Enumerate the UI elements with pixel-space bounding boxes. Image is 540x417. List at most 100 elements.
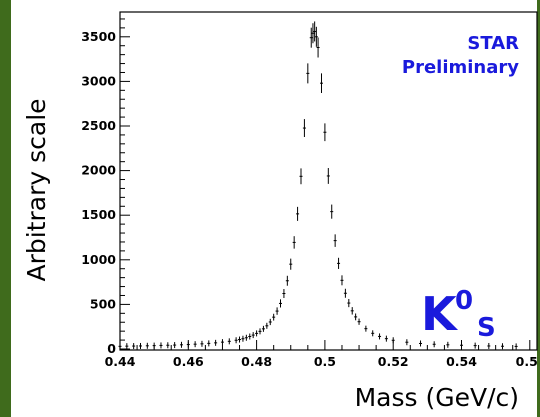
data-point bbox=[314, 26, 318, 47]
y-tick-label: 3500 bbox=[81, 29, 116, 44]
y-tick-label: 2000 bbox=[81, 163, 116, 178]
kshort-subscript: S bbox=[477, 313, 496, 343]
data-point bbox=[384, 335, 388, 342]
data-point bbox=[159, 342, 163, 349]
x-axis-title: Mass (GeV/c) bbox=[355, 383, 519, 412]
data-point bbox=[261, 325, 265, 332]
data-point bbox=[282, 289, 286, 299]
y-tick-label: 1000 bbox=[81, 252, 116, 267]
data-point bbox=[193, 341, 197, 348]
x-tick-label: 0.52 bbox=[378, 354, 409, 369]
data-point bbox=[220, 339, 224, 346]
data-point bbox=[179, 341, 183, 348]
kshort-label: K 0 S bbox=[421, 286, 496, 343]
y-tick-label: 1500 bbox=[81, 207, 116, 222]
data-point bbox=[241, 335, 245, 342]
data-point bbox=[227, 338, 231, 345]
data-point bbox=[166, 342, 170, 349]
left-border-bar bbox=[0, 0, 11, 417]
x-tick-label: 0.46 bbox=[173, 354, 204, 369]
data-point bbox=[138, 342, 142, 349]
y-tick-label: 500 bbox=[90, 296, 116, 311]
data-point bbox=[275, 307, 279, 315]
data-point bbox=[285, 275, 289, 286]
data-point bbox=[316, 37, 320, 58]
y-tick-label: 0 bbox=[107, 341, 116, 356]
data-point bbox=[364, 325, 368, 332]
data-point bbox=[326, 168, 330, 184]
data-point bbox=[299, 168, 303, 185]
data-point bbox=[238, 336, 242, 343]
data-point bbox=[337, 257, 341, 269]
data-point bbox=[207, 340, 211, 347]
data-point bbox=[487, 342, 491, 349]
data-point bbox=[500, 343, 504, 350]
data-point bbox=[473, 342, 477, 349]
star-annotation: STAR bbox=[467, 33, 519, 54]
axis-tick-labels: 0 500 1000 1500 2000 2500 3000 3500 0.44 0.46 0.48… bbox=[81, 29, 538, 369]
data-point bbox=[244, 334, 248, 341]
x-tick-label: 0.5 bbox=[314, 354, 336, 369]
data-point bbox=[279, 299, 283, 308]
data-point bbox=[145, 342, 149, 349]
data-point bbox=[333, 234, 337, 247]
data-point bbox=[311, 23, 315, 44]
data-point bbox=[296, 206, 300, 221]
data-point bbox=[432, 341, 436, 348]
data-point bbox=[446, 341, 450, 348]
data-point bbox=[251, 332, 255, 339]
data-point bbox=[343, 288, 347, 298]
data-points bbox=[118, 21, 518, 350]
data-point bbox=[309, 27, 313, 48]
data-point bbox=[132, 343, 136, 350]
data-point bbox=[200, 340, 204, 347]
data-point bbox=[357, 318, 361, 325]
data-point bbox=[347, 298, 351, 308]
data-point bbox=[255, 330, 259, 337]
data-point bbox=[405, 339, 409, 346]
data-point bbox=[419, 340, 423, 347]
data-point bbox=[118, 343, 122, 350]
x-tick-label: 0.54 bbox=[446, 354, 477, 369]
data-point bbox=[186, 341, 190, 348]
data-point bbox=[289, 258, 293, 270]
x-tick-label: 0.48 bbox=[241, 354, 272, 369]
data-point bbox=[173, 342, 177, 349]
data-point bbox=[258, 328, 262, 335]
y-tick-label: 2500 bbox=[81, 118, 116, 133]
data-point bbox=[306, 63, 310, 84]
x-tick-label: 0.44 bbox=[105, 354, 136, 369]
data-point bbox=[460, 342, 463, 349]
y-axis-title: Arbitrary scale bbox=[22, 98, 51, 281]
data-point bbox=[234, 337, 238, 344]
data-point bbox=[514, 343, 518, 350]
x-tick-label: 0.5 bbox=[516, 354, 538, 369]
data-point bbox=[330, 204, 334, 219]
right-border-bar bbox=[537, 0, 540, 417]
data-point bbox=[292, 236, 296, 249]
data-point bbox=[378, 333, 382, 340]
data-point bbox=[265, 322, 269, 329]
plot-frame bbox=[119, 11, 538, 351]
data-point bbox=[214, 339, 218, 346]
data-point bbox=[248, 333, 252, 340]
kshort-base: K bbox=[421, 287, 459, 341]
data-point bbox=[354, 313, 358, 321]
data-point bbox=[313, 21, 317, 42]
preliminary-annotation: Preliminary bbox=[402, 57, 519, 78]
data-point bbox=[152, 342, 156, 349]
data-point bbox=[323, 123, 327, 142]
kshort-superscript: 0 bbox=[455, 286, 473, 316]
data-point bbox=[319, 73, 323, 94]
data-point bbox=[371, 330, 375, 337]
data-point bbox=[125, 343, 129, 350]
y-tick-label: 3000 bbox=[81, 73, 116, 88]
data-point bbox=[302, 119, 306, 138]
data-point bbox=[340, 275, 344, 286]
data-point bbox=[272, 313, 276, 321]
data-point bbox=[268, 318, 272, 326]
data-point bbox=[350, 307, 354, 315]
data-point bbox=[391, 337, 395, 344]
